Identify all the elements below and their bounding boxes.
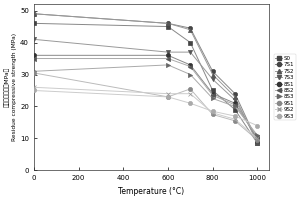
- X-axis label: Temperature (°C): Temperature (°C): [118, 187, 184, 196]
- Y-axis label: 残余抗压强度（MPa）
Residue compressive strength (MPa): 残余抗压强度（MPa） Residue compressive strength…: [4, 33, 17, 141]
- Legend: S0, 7S1, 7S2, 7S3, 8S1, 8S2, 8S3, 9S1, 9S2, 9S3: S0, 7S1, 7S2, 7S3, 8S1, 8S2, 8S3, 9S1, 9…: [274, 54, 296, 120]
